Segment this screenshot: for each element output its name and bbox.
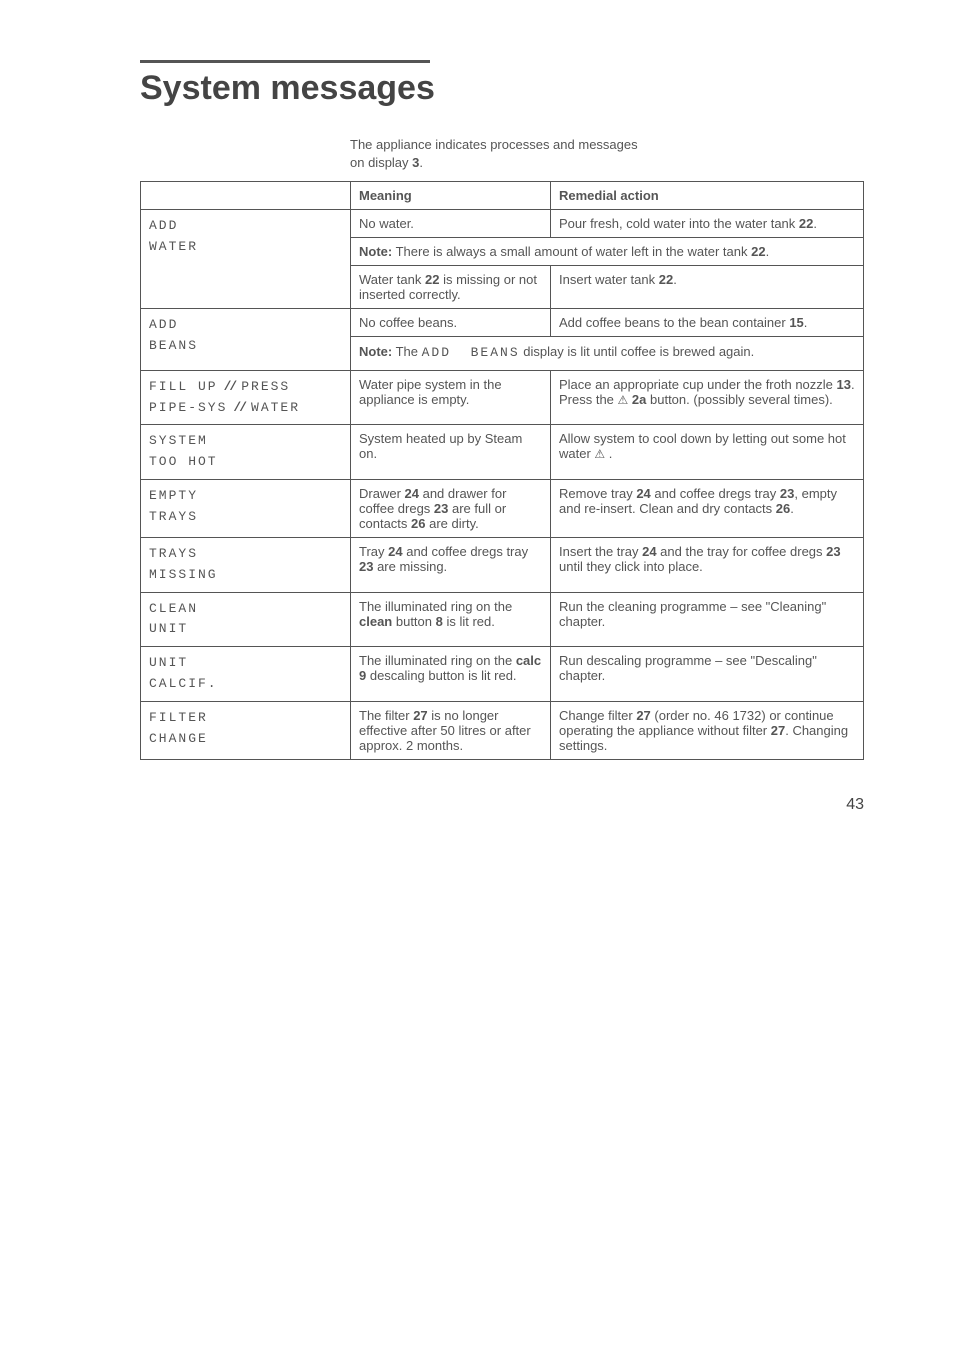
title-rule	[140, 60, 430, 63]
header-meaning: Meaning	[351, 182, 551, 210]
table-header-row: Meaning Remedial action	[141, 182, 864, 210]
seg-text: CHANGE	[149, 731, 208, 746]
cell-remedial: Remove tray 24 and coffee dregs tray 23,…	[551, 480, 864, 538]
seg-text: EMPTY	[149, 488, 198, 503]
divider-icon: //	[233, 398, 245, 419]
cell-meaning: No coffee beans.	[351, 309, 551, 337]
cell-meaning: System heated up by Steam on.	[351, 425, 551, 480]
cell-meaning: The illuminated ring on the calc 9 desca…	[351, 647, 551, 702]
page-number: 43	[140, 796, 864, 814]
table-row: FILTER CHANGE The filter 27 is no longer…	[141, 701, 864, 759]
label-trays-missing: TRAYS MISSING	[141, 538, 351, 593]
seg-text: ADD BEANS	[422, 345, 520, 360]
label-system-hot: SYSTEM TOO HOT	[141, 425, 351, 480]
cell-note: Note: There is always a small amount of …	[351, 238, 864, 266]
seg-text: FILTER	[149, 710, 208, 725]
label-filter-change: FILTER CHANGE	[141, 701, 351, 759]
steam-icon: ⚠	[594, 447, 605, 461]
label-unit-calcif: UNIT CALCIF.	[141, 647, 351, 702]
cell-remedial: Insert the tray 24 and the tray for coff…	[551, 538, 864, 593]
cell-remedial: Insert water tank 22.	[551, 266, 864, 309]
cell-remedial: Run descaling programme – see "Descaling…	[551, 647, 864, 702]
seg-text: WATER	[251, 398, 300, 419]
divider-icon: //	[224, 377, 236, 398]
intro-line2-pre: on display	[350, 155, 412, 170]
intro-line1: The appliance indicates processes and me…	[350, 137, 638, 152]
cell-meaning: No water.	[351, 210, 551, 238]
steam-icon: ⚠	[618, 393, 629, 407]
header-remedial: Remedial action	[551, 182, 864, 210]
seg-text: UNIT	[149, 655, 188, 670]
table-row: FILL UP // PRESS PIPE-SYS // WATER Water…	[141, 370, 864, 425]
seg-text: TOO HOT	[149, 454, 218, 469]
seg-text: UNIT	[149, 621, 188, 636]
cell-remedial: Change filter 27 (order no. 46 1732) or …	[551, 701, 864, 759]
table-row: UNIT CALCIF. The illuminated ring on the…	[141, 647, 864, 702]
seg-text: FILL UP	[149, 377, 218, 398]
table-row: CLEAN UNIT The illuminated ring on the c…	[141, 592, 864, 647]
cell-meaning: Tray 24 and coffee dregs tray 23 are mis…	[351, 538, 551, 593]
seg-text: MISSING	[149, 567, 218, 582]
table-row: EMPTY TRAYS Drawer 24 and drawer for cof…	[141, 480, 864, 538]
messages-table: Meaning Remedial action ADD WATER No wat…	[140, 181, 864, 760]
cell-meaning: Water pipe system in the appliance is em…	[351, 370, 551, 425]
cell-remedial: Pour fresh, cold water into the water ta…	[551, 210, 864, 238]
table-row: SYSTEM TOO HOT System heated up by Steam…	[141, 425, 864, 480]
label-empty-trays: EMPTY TRAYS	[141, 480, 351, 538]
seg-text: SYSTEM	[149, 433, 208, 448]
table-row: TRAYS MISSING Tray 24 and coffee dregs t…	[141, 538, 864, 593]
cell-meaning: The filter 27 is no longer effective aft…	[351, 701, 551, 759]
seg-text: BEANS	[149, 338, 198, 353]
seg-text: CALCIF.	[149, 676, 218, 691]
cell-meaning: The illuminated ring on the clean button…	[351, 592, 551, 647]
cell-remedial: Place an appropriate cup under the froth…	[551, 370, 864, 425]
seg-text: ADD	[149, 317, 178, 332]
seg-text: ADD	[149, 218, 178, 233]
intro-line2-post: .	[419, 155, 423, 170]
cell-remedial: Add coffee beans to the bean container 1…	[551, 309, 864, 337]
header-empty	[141, 182, 351, 210]
label-add-beans: ADD BEANS	[141, 309, 351, 371]
seg-text: WATER	[149, 239, 198, 254]
label-add-water: ADD WATER	[141, 210, 351, 309]
seg-text: TRAYS	[149, 509, 198, 524]
cell-remedial: Allow system to cool down by letting out…	[551, 425, 864, 480]
seg-text: PRESS	[241, 377, 290, 398]
cell-meaning: Drawer 24 and drawer for coffee dregs 23…	[351, 480, 551, 538]
label-clean-unit: CLEAN UNIT	[141, 592, 351, 647]
cell-note: Note: The ADD BEANS display is lit until…	[351, 337, 864, 371]
intro-text: The appliance indicates processes and me…	[350, 136, 864, 171]
table-row: ADD BEANS No coffee beans. Add coffee be…	[141, 309, 864, 337]
cell-remedial: Run the cleaning programme – see "Cleani…	[551, 592, 864, 647]
page-title: System messages	[140, 69, 864, 108]
seg-text: TRAYS	[149, 546, 198, 561]
seg-text: CLEAN	[149, 601, 198, 616]
table-row: ADD WATER No water. Pour fresh, cold wat…	[141, 210, 864, 238]
cell-meaning: Water tank 22 is missing or not inserted…	[351, 266, 551, 309]
label-fill-pipe: FILL UP // PRESS PIPE-SYS // WATER	[141, 370, 351, 425]
seg-text: PIPE-SYS	[149, 398, 227, 419]
